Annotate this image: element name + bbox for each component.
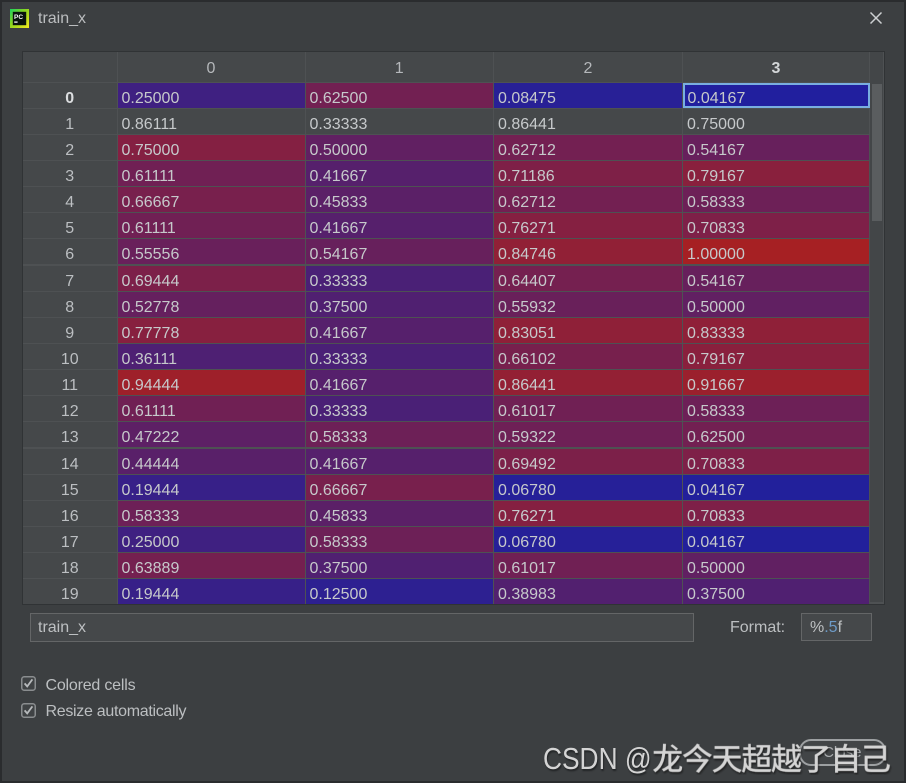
svg-text:PC: PC — [14, 14, 23, 21]
